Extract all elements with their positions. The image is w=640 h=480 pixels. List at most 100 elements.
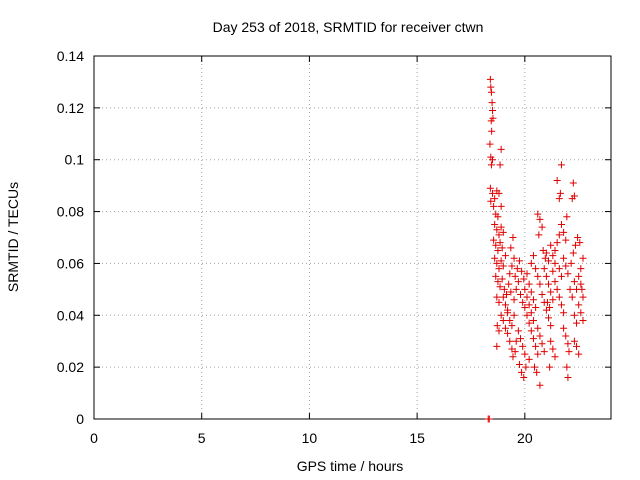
data-point: [553, 285, 561, 293]
data-point: [543, 298, 551, 306]
data-point: [493, 322, 501, 330]
data-point: [518, 368, 526, 376]
data-point: [563, 213, 571, 221]
data-point: [551, 259, 559, 267]
data-point: [555, 195, 563, 203]
data-point: [495, 327, 503, 335]
data-point: [553, 239, 561, 247]
data-point: [531, 363, 539, 371]
data-point: [498, 275, 506, 283]
data-point: [517, 335, 525, 343]
data-point: [492, 241, 500, 249]
data-point: [496, 239, 504, 247]
data-point: [500, 285, 508, 293]
data-point: [538, 340, 546, 348]
data-point: [555, 265, 563, 273]
chart-title: Day 253 of 2018, SRMTID for receiver ctw…: [213, 19, 484, 35]
data-point: [549, 267, 557, 275]
data-point: [501, 324, 509, 332]
data-point: [497, 311, 505, 319]
data-point: [547, 337, 555, 345]
data-point: [509, 353, 517, 361]
data-point: [570, 311, 578, 319]
data-point: [563, 363, 571, 371]
data-point: [560, 228, 568, 236]
data-point: [490, 202, 498, 210]
data-point: [497, 223, 505, 231]
data-point: [510, 311, 518, 319]
data-point: [534, 350, 542, 358]
data-point: [547, 241, 555, 249]
data-point: [565, 348, 573, 356]
data-point: [579, 293, 587, 301]
data-point: [545, 280, 553, 288]
data-point: [494, 213, 502, 221]
data-point: [562, 236, 570, 244]
data-point: [570, 337, 578, 345]
data-point: [507, 244, 515, 252]
data-point: [487, 161, 495, 169]
data-point: [499, 316, 507, 324]
data-point: [534, 210, 542, 218]
data-point: [557, 272, 565, 280]
data-point: [497, 257, 505, 265]
data-point: [514, 278, 522, 286]
data-point: [508, 262, 516, 270]
data-point: [497, 202, 505, 210]
data-point: [529, 252, 537, 260]
data-point: [522, 363, 530, 371]
data-point: [499, 228, 507, 236]
data-point: [486, 75, 494, 83]
data-point: [538, 291, 546, 299]
data-point: [495, 265, 503, 273]
y-tick-label: 0: [76, 411, 84, 427]
data-point: [493, 342, 501, 350]
data-point: [515, 361, 523, 369]
data-point: [521, 285, 529, 293]
data-point: [489, 106, 497, 114]
data-point: [492, 272, 500, 280]
data-point: [575, 350, 583, 358]
data-point: [523, 311, 531, 319]
data-point: [495, 298, 503, 306]
y-tick-label: 0.12: [57, 100, 84, 116]
data-point: [536, 332, 544, 340]
data-point: [551, 278, 559, 286]
data-point: [518, 267, 526, 275]
data-point: [573, 342, 581, 350]
data-point: [553, 176, 561, 184]
data-point: [532, 304, 540, 312]
data-point: [547, 288, 555, 296]
data-point: [562, 262, 570, 270]
data-point: [495, 231, 503, 239]
x-axis-title: GPS time / hours: [297, 458, 404, 474]
data-point: [487, 88, 495, 96]
plot-frame: [93, 55, 612, 420]
data-point: [512, 285, 520, 293]
x-tick-label: 20: [517, 430, 533, 446]
data-point: [540, 348, 548, 356]
data-point: [557, 301, 565, 309]
data-point: [506, 270, 514, 278]
data-point: [549, 252, 557, 260]
data-point: [573, 319, 581, 327]
data-point: [494, 278, 502, 286]
y-tick-label: 0.1: [65, 152, 85, 168]
data-point: [545, 314, 553, 322]
data-point: [490, 236, 498, 244]
data-point: [579, 254, 587, 262]
y-tick-label: 0.06: [57, 255, 84, 271]
data-point: [520, 374, 528, 382]
data-point: [499, 293, 507, 301]
data-point: [562, 332, 570, 340]
data-point: [511, 348, 519, 356]
y-tick-label: 0.08: [57, 204, 84, 220]
data-point: [556, 189, 564, 197]
data-point: [529, 316, 537, 324]
data-point: [517, 291, 525, 299]
data-point: [542, 272, 550, 280]
data-point: [560, 324, 568, 332]
data-point: [538, 223, 546, 231]
data-point: [510, 254, 518, 262]
x-tick-label: 5: [198, 430, 206, 446]
